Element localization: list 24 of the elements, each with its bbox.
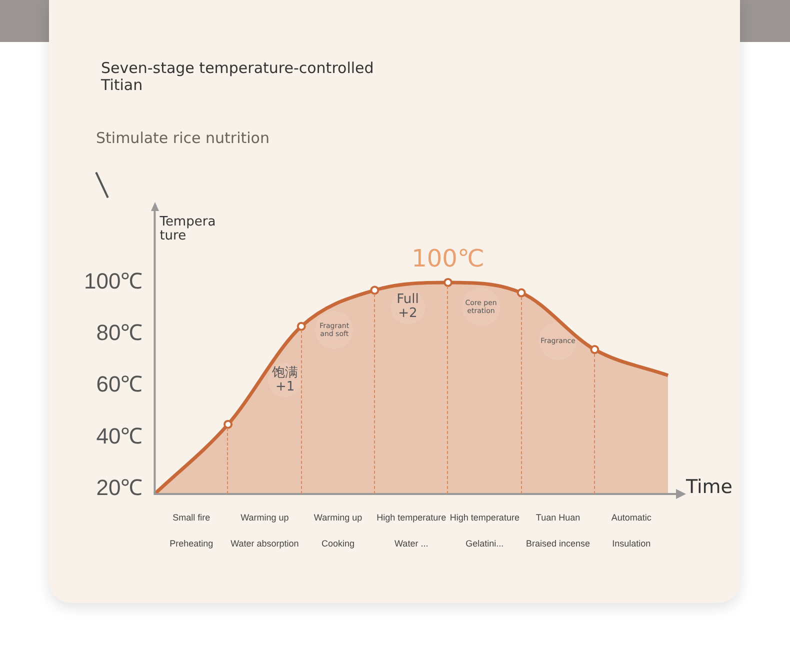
text: High temperature Gelatini... bbox=[450, 512, 520, 548]
text: Warming up Cooking bbox=[314, 512, 362, 548]
point bbox=[370, 286, 380, 295]
annotation: Full +2 bbox=[396, 292, 419, 322]
text: High temperature Water ... bbox=[376, 512, 446, 548]
text: Small fire Preheating bbox=[170, 512, 214, 548]
y-axis-title: Tempera ture bbox=[158, 214, 216, 244]
text: Tuan Huan Braised incense bbox=[526, 512, 590, 548]
x-axis-title: Time bbox=[685, 476, 732, 498]
y-tick-label: 100℃ bbox=[84, 268, 143, 294]
y-tick-label: 80℃ bbox=[96, 320, 143, 346]
text: Automatic Insulation bbox=[611, 512, 652, 548]
point bbox=[296, 322, 306, 331]
chart-subtitle: Stimulate rice nutrition bbox=[96, 129, 270, 147]
y-tick-label: 20℃ bbox=[96, 474, 143, 500]
text: Warming up Water absorption bbox=[230, 512, 299, 548]
annotation: 100℃ bbox=[412, 244, 484, 273]
y-tick-label: 60℃ bbox=[96, 372, 143, 397]
point bbox=[444, 278, 453, 287]
y-tick-label: 40℃ bbox=[96, 423, 143, 448]
point bbox=[590, 345, 600, 354]
chart-title: Seven-stage temperature-controlled Titian bbox=[101, 59, 374, 94]
point bbox=[224, 420, 233, 429]
point bbox=[516, 288, 526, 298]
